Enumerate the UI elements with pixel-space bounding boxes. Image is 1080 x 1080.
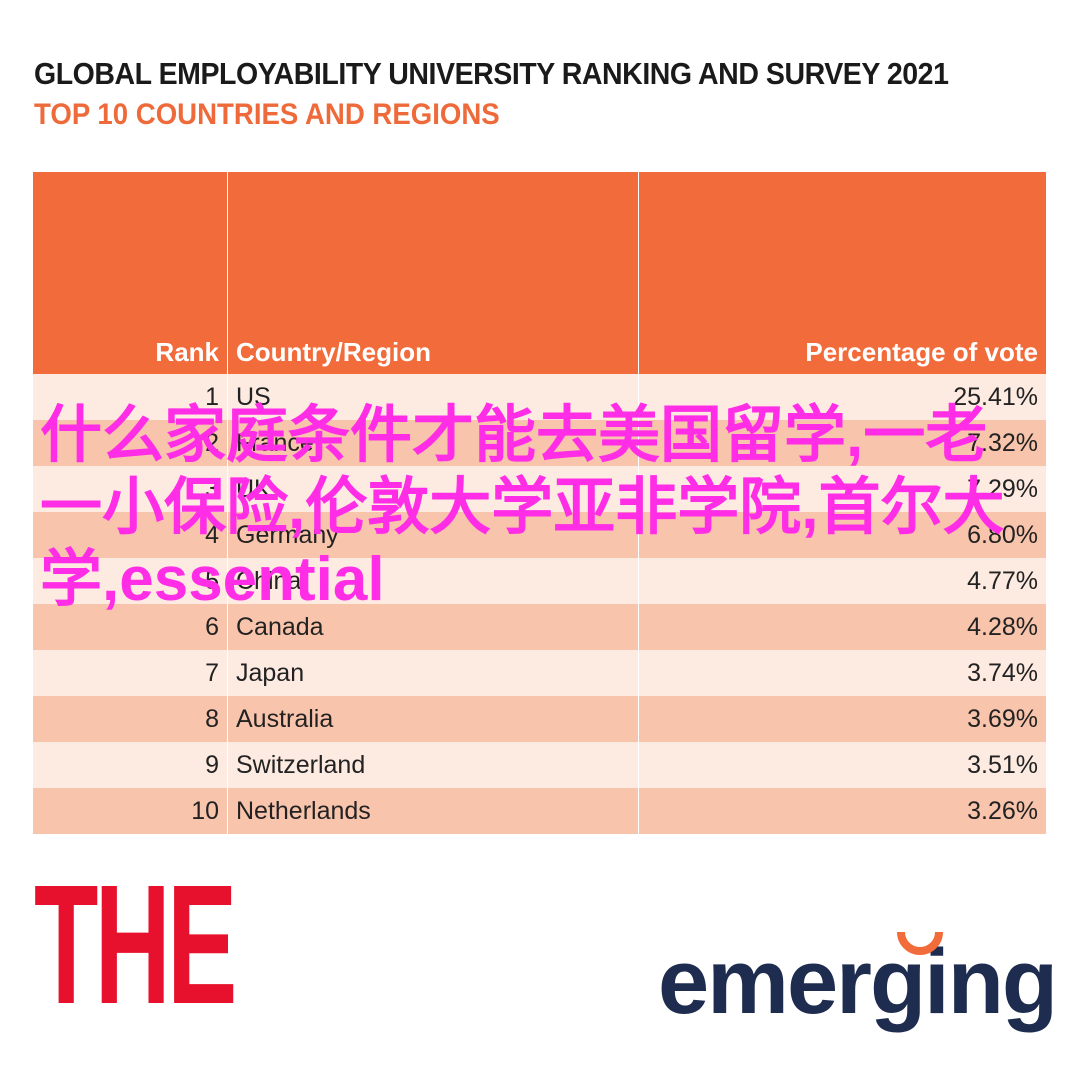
table-cell: 3.51% <box>638 742 1047 788</box>
column-header: Country/Region <box>227 172 639 374</box>
table-cell: 4.77% <box>638 558 1047 604</box>
table-cell: US <box>227 374 639 420</box>
table-cell: 7 <box>33 650 228 696</box>
table-cell: Switzerland <box>227 742 639 788</box>
table-row: 4 Germany 6.80% <box>33 512 1047 558</box>
table-row: 3 UK 7.29% <box>33 466 1047 512</box>
table-cell: 2 <box>33 420 228 466</box>
overlay-text: 什么家庭条件才能去美国留学,一老一小保险,伦敦大学亚非学院,首尔大学,essen… <box>40 401 1005 614</box>
table-cell: Netherlands <box>227 788 639 834</box>
logo-arc <box>897 931 943 955</box>
table-cell: 7.32% <box>638 420 1047 466</box>
table-cell: 4.28% <box>638 604 1047 650</box>
table-cell: 6.80% <box>638 512 1047 558</box>
table-cell: 10 <box>33 788 228 834</box>
header-row: Rank Country/Region Percentage of vote <box>33 172 1047 374</box>
table-cell: Germany <box>227 512 639 558</box>
table-cell: 3.74% <box>638 650 1047 696</box>
table-cell: 3 <box>33 466 228 512</box>
table-cell: 3.26% <box>638 788 1047 834</box>
ranking-table: Rank Country/Region Percentage of vote 1 US… <box>33 172 1047 834</box>
table-cell: Canada <box>227 604 639 650</box>
table-cell: France <box>227 420 639 466</box>
table-row: 5 China 4.77% <box>33 558 1047 604</box>
table-cell: 6 <box>33 604 228 650</box>
table-cell: 9 <box>33 742 228 788</box>
table-row: 9 Switzerland 3.51% <box>33 742 1047 788</box>
title: GLOBAL EMPLOYABILITY UNIVERSITY RANKING … <box>34 56 949 91</box>
column-header: Percentage of vote <box>638 172 1047 374</box>
table-cell: 7.29% <box>638 466 1047 512</box>
table-cell: 8 <box>33 696 228 742</box>
table-cell: 3.69% <box>638 696 1047 742</box>
the-logo: THE <box>34 850 237 1040</box>
table-row: 10 Netherlands 3.26% <box>33 788 1047 834</box>
table-row: 8 Australia 3.69% <box>33 696 1047 742</box>
table-cell: China <box>227 558 639 604</box>
table-row: 6 Canada 4.28% <box>33 604 1047 650</box>
table-cell: 5 <box>33 558 228 604</box>
table-row: 7 Japan 3.74% <box>33 650 1047 696</box>
table-cell: Japan <box>227 650 639 696</box>
table-cell: 4 <box>33 512 228 558</box>
table-body: 1 US 25.41% 2 France 7.32% 3 UK 7.29% 4 Germany 6.8… <box>33 374 1047 834</box>
table-cell: Australia <box>227 696 639 742</box>
subtitle: TOP 10 COUNTRIES AND REGIONS <box>34 98 500 131</box>
table-cell: 1 <box>33 374 228 420</box>
emerging-logo: emerging <box>658 931 1058 1033</box>
table-row: 1 US 25.41% <box>33 374 1047 420</box>
column-header: Rank <box>33 172 228 374</box>
table-row: 2 France 7.32% <box>33 420 1047 466</box>
table-cell: 25.41% <box>638 374 1047 420</box>
table-cell: UK <box>227 466 639 512</box>
